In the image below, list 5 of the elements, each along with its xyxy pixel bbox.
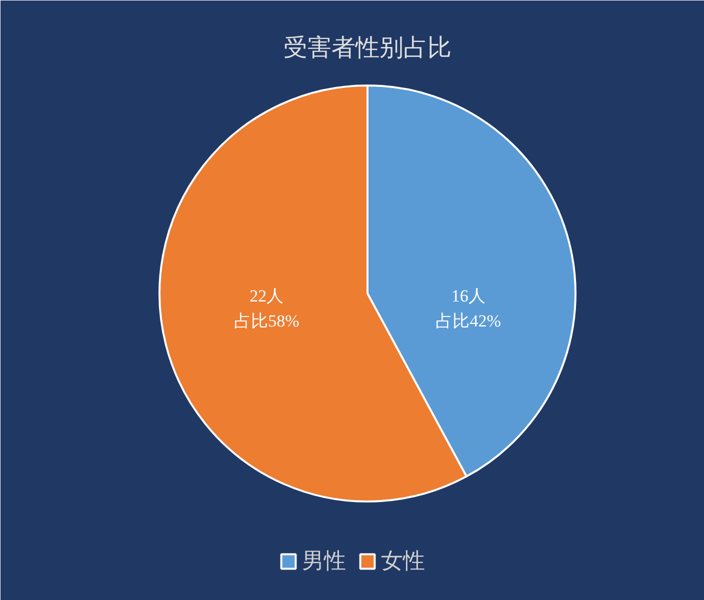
chart-title: 受害者性别占比 xyxy=(284,34,452,62)
data-label: 22人占比58% xyxy=(234,286,300,330)
legend-label: 女性 xyxy=(381,548,425,576)
legend-label: 男性 xyxy=(302,548,346,576)
data-label: 16人占比42% xyxy=(436,286,501,330)
